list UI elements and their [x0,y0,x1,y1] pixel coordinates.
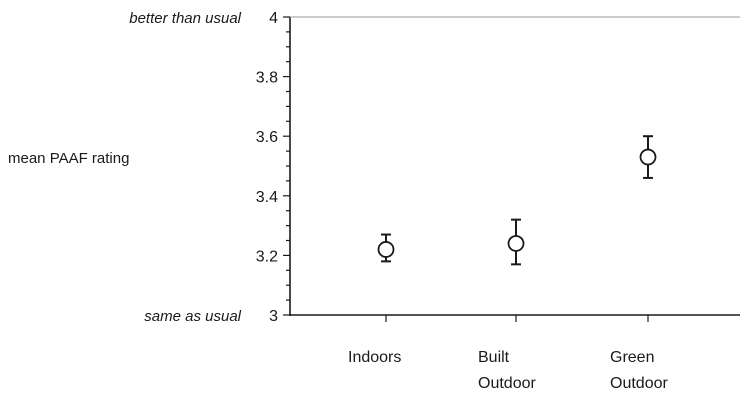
y-anchor-label-bottom: same as usual [144,308,241,325]
data-point-marker [377,241,395,258]
y-tick-label: 3 [269,308,278,325]
y-tick-label: 3.2 [256,248,278,265]
data-point-group [377,233,395,263]
category-label: Green [610,349,654,366]
data-marks [377,135,657,266]
y-tick-label: 3.4 [256,189,278,206]
y-tick-label: 3.6 [256,129,278,146]
y-axis: 4 3.8 3.6 3.4 3.2 3 better than usual same as u… [129,10,290,325]
y-tick-label: 3.8 [256,70,278,87]
y-anchor-label-top: better than usual [129,10,241,27]
x-axis: Indoors Built Outdoor Green Outdoor [348,315,668,392]
category-label: Indoors [348,349,401,366]
category-label: Built [478,349,510,366]
plot-frame [289,16,740,316]
category-label: Outdoor [610,375,668,392]
data-point-marker [507,235,525,252]
data-point-group [507,218,525,266]
data-point-marker [639,148,657,166]
y-tick-label: 4 [269,10,278,27]
y-axis-label: mean PAAF rating [8,150,129,167]
category-label: Outdoor [478,375,536,392]
data-point-group [639,135,657,179]
